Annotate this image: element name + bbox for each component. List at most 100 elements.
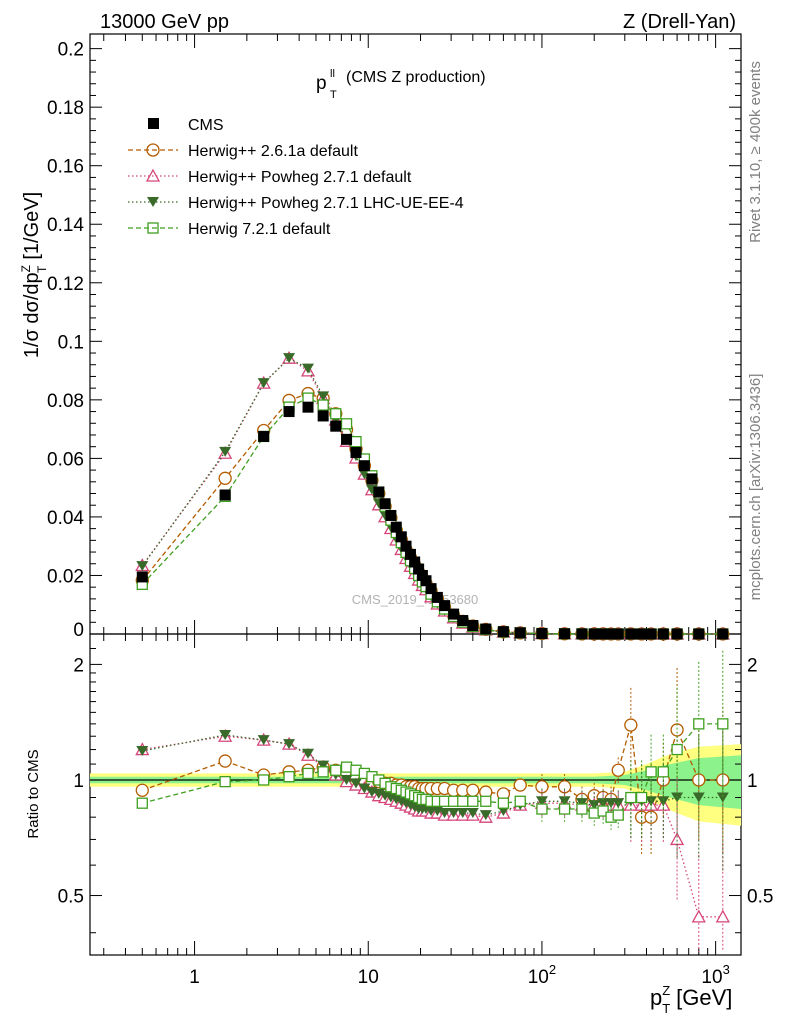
ratio-ytick-label-right: 1 xyxy=(747,771,758,792)
cms-point xyxy=(136,571,148,583)
title-sup: ll xyxy=(330,68,335,80)
cms-point xyxy=(413,563,425,575)
ratio-marker xyxy=(612,809,624,821)
legend-entry-herwig7: Herwig 7.2.1 default xyxy=(128,221,331,238)
legend-entry-powheg-default: Herwig++ Powheg 2.7.1 default xyxy=(128,168,412,186)
header-right: Z (Drell-Yan) xyxy=(623,11,736,33)
cms-point xyxy=(645,628,657,640)
cms-point xyxy=(385,509,397,521)
plot-title: p ll T (CMS Z production) xyxy=(316,68,486,101)
ratio-marker xyxy=(358,783,371,794)
ratio-marker xyxy=(340,761,353,773)
ratio-marker xyxy=(575,798,588,809)
ratio-marker xyxy=(657,796,670,807)
ratio-marker xyxy=(715,909,730,923)
ratio-marker xyxy=(558,803,571,815)
ratio-marker xyxy=(257,735,270,746)
main-ytick-label: 0.16 xyxy=(47,157,84,178)
cms-point xyxy=(612,628,624,640)
cms-point xyxy=(717,628,729,640)
ratio-marker xyxy=(717,718,729,730)
cms-point xyxy=(597,628,609,640)
ratio-ylabel: Ratio to CMS xyxy=(25,749,42,838)
xtick-label: 1 xyxy=(189,967,200,988)
main-ytick-label: 0.08 xyxy=(47,391,84,412)
cms-point xyxy=(439,600,451,612)
xtick-label: 10 xyxy=(358,967,379,988)
cms-point xyxy=(425,583,437,595)
ratio-marker xyxy=(693,718,705,730)
ratio-marker xyxy=(136,797,148,809)
cms-point xyxy=(390,521,402,533)
main-ytick-label: 0.14 xyxy=(47,215,84,236)
cms-point xyxy=(576,628,588,640)
series-2 xyxy=(135,350,730,952)
ratio-marker xyxy=(219,729,232,740)
ratio-marker xyxy=(447,808,460,819)
title-p: p xyxy=(316,73,327,94)
ratio-marker xyxy=(218,754,232,768)
rivet-version: Rivet 3.1.10, ≥ 400k events xyxy=(747,61,764,243)
main-marker xyxy=(302,363,315,374)
ratio-ytick-label-right: 0.5 xyxy=(747,887,773,908)
main-marker xyxy=(302,392,314,404)
svg-text:Herwig++ Powheg 2.7.1 LHC-UE-E: Herwig++ Powheg 2.7.1 LHC-UE-EE-4 xyxy=(188,195,464,212)
cms-point xyxy=(514,627,526,639)
svg-text:Herwig 7.2.1 default: Herwig 7.2.1 default xyxy=(188,221,331,238)
ratio-marker xyxy=(349,778,362,789)
ratio-marker xyxy=(645,766,657,778)
cms-point xyxy=(330,420,342,432)
legend-entry-herwigpp-261a: Herwig++ 2.6.1a default xyxy=(128,143,358,160)
title-sub: T xyxy=(330,89,337,101)
main-marker xyxy=(340,418,353,430)
ratio-marker xyxy=(135,783,149,797)
cms-point xyxy=(536,627,548,639)
ratio-marker xyxy=(597,805,609,817)
main-marker xyxy=(317,391,330,402)
main-ylabel: 1/σ dσ/dpZ T[1/GeV] xyxy=(19,192,49,358)
ratio-marker xyxy=(330,764,342,776)
ratio-marker xyxy=(624,718,638,732)
main-ytick-label: 0.1 xyxy=(58,332,84,353)
cms-point xyxy=(317,410,329,422)
cms-point xyxy=(457,615,469,627)
ratio-marker xyxy=(466,783,480,797)
ratio-marker xyxy=(669,832,685,846)
cms-point xyxy=(404,548,416,560)
main-ytick-label: 0.04 xyxy=(47,508,84,529)
legend-entry-powheg-ue: Herwig++ Powheg 2.7.1 LHC-UE-EE-4 xyxy=(128,195,464,212)
cms-point xyxy=(657,628,669,640)
main-ytick-label: 0 xyxy=(73,620,84,641)
title-rest: (CMS Z production) xyxy=(346,69,486,86)
cms-point xyxy=(497,626,509,638)
ratio-marker xyxy=(438,808,451,819)
cms-point xyxy=(341,433,353,445)
ratio-marker xyxy=(670,723,684,737)
main-marker xyxy=(218,471,232,485)
cms-point xyxy=(283,406,295,418)
ratio-ytick-label: 2 xyxy=(73,655,84,676)
cms-point xyxy=(605,628,617,640)
cms-point xyxy=(671,628,683,640)
axis-ticks: 0 0.02 0.04 0.06 0.08 0.1 0.12 0.14 0.16 0.18 0.2 0… xyxy=(47,34,773,988)
cms-point xyxy=(258,430,270,442)
ratio-marker xyxy=(536,803,548,815)
series-layer xyxy=(135,350,730,952)
ratio-marker xyxy=(302,748,315,759)
header-left: 13000 GeV pp xyxy=(100,11,229,33)
analysis-watermark: CMS_2019_I1753680 xyxy=(352,592,479,607)
cms-point xyxy=(467,620,479,632)
ratio-marker xyxy=(317,760,330,771)
cms-point xyxy=(379,498,391,510)
ratio-marker xyxy=(635,791,648,804)
ratio-marker xyxy=(467,795,479,807)
ratio-marker xyxy=(447,795,460,807)
ratio-marker xyxy=(514,795,526,807)
cms-point xyxy=(366,473,378,485)
cms-point xyxy=(693,628,705,640)
cms-point xyxy=(409,556,421,568)
main-marker xyxy=(257,378,270,389)
main-marker xyxy=(136,561,149,572)
